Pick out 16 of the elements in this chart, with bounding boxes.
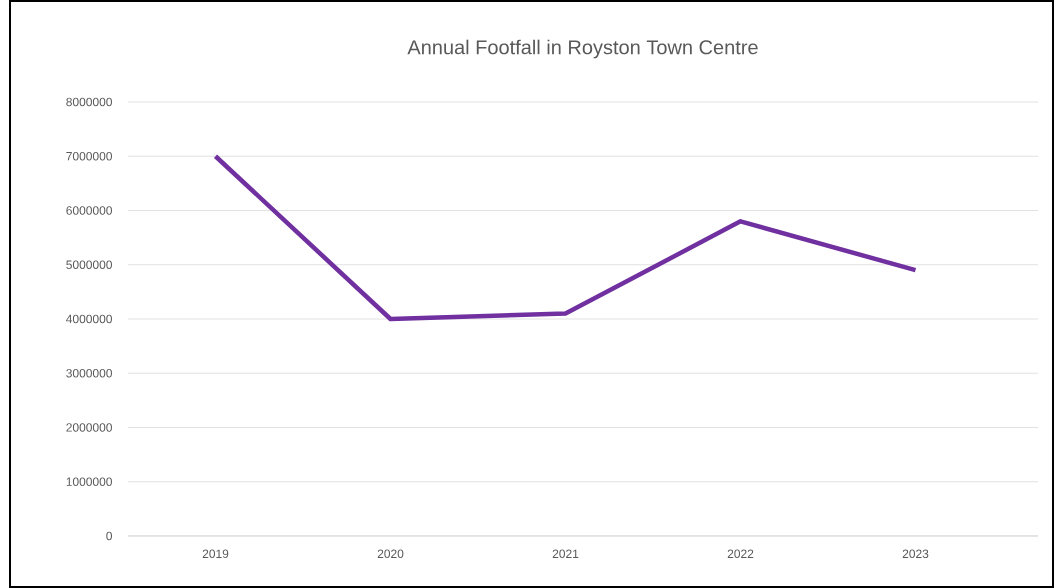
y-tick-label: 0 [106, 531, 113, 541]
y-tick-label: 1000000 [66, 477, 112, 486]
y-tick-label: 4000000 [66, 314, 112, 324]
y-tick-label: 8000000 [66, 97, 112, 107]
line-series [213, 153, 918, 322]
y-tick-label: 5000000 [66, 260, 112, 269]
x-tick-label: 2020 [377, 549, 404, 559]
x-tick-label: 2019 [202, 549, 229, 559]
chart-title: Annual Footfall in Royston Town Centre [407, 39, 758, 59]
y-tick-label: 2000000 [66, 423, 112, 432]
y-tick-label: 6000000 [66, 206, 112, 215]
y-tick-label: 3000000 [66, 368, 112, 378]
x-tick-label: 2021 [552, 549, 579, 559]
x-tick-label: 2023 [902, 549, 929, 559]
y-tick-label: 7000000 [66, 152, 112, 161]
x-tick-label: 2022 [727, 549, 754, 559]
